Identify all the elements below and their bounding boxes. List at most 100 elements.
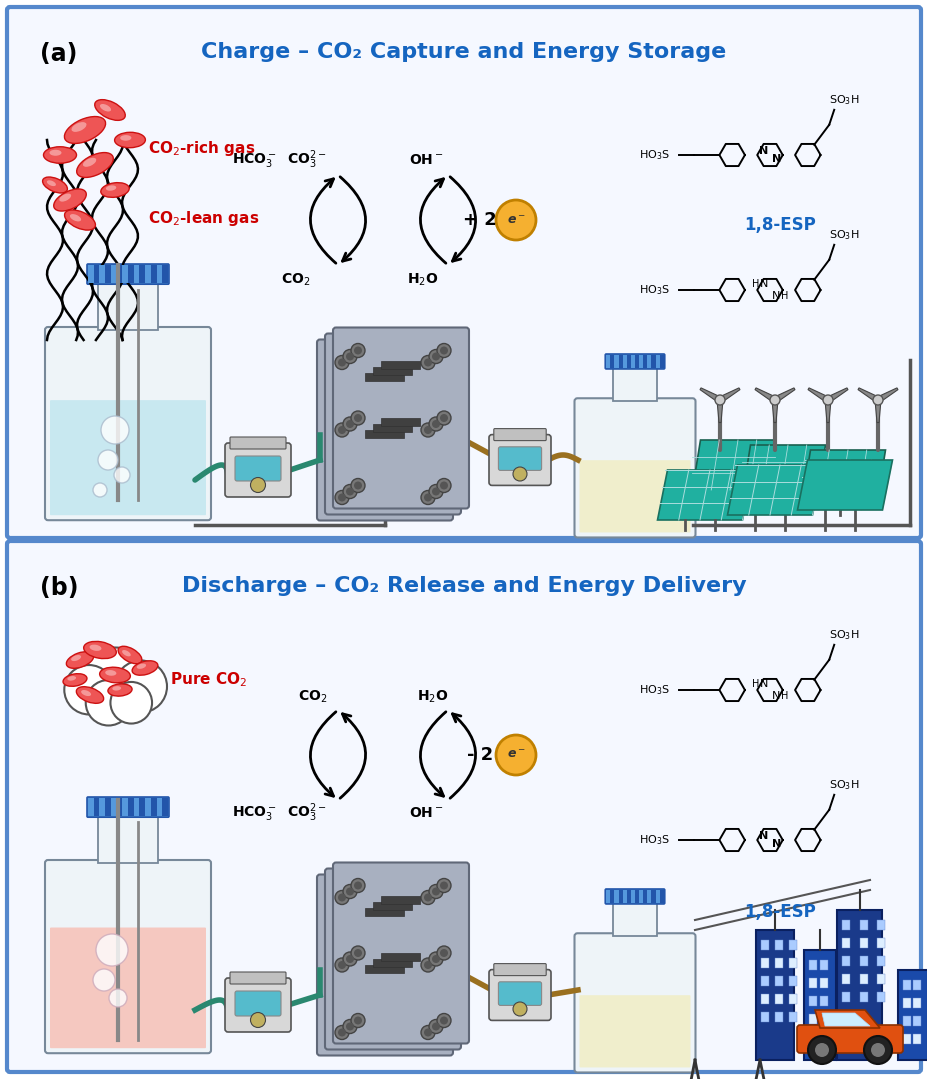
Circle shape <box>108 989 127 1007</box>
Ellipse shape <box>112 686 121 691</box>
FancyArrowPatch shape <box>420 179 445 263</box>
Bar <box>654 890 659 903</box>
Bar <box>151 265 157 283</box>
Polygon shape <box>874 400 880 423</box>
Polygon shape <box>796 460 892 510</box>
Circle shape <box>432 888 439 896</box>
FancyArrowPatch shape <box>340 714 365 798</box>
Text: OH$^-$: OH$^-$ <box>408 806 443 820</box>
Circle shape <box>110 682 152 724</box>
Circle shape <box>807 1036 835 1064</box>
Circle shape <box>353 882 362 889</box>
Bar <box>819 996 827 1006</box>
Bar <box>774 940 782 950</box>
Ellipse shape <box>81 691 91 696</box>
FancyBboxPatch shape <box>235 456 281 481</box>
Circle shape <box>428 416 442 431</box>
Ellipse shape <box>99 105 111 111</box>
Circle shape <box>437 946 451 960</box>
Bar <box>99 265 105 283</box>
Ellipse shape <box>94 101 126 119</box>
Circle shape <box>863 1036 891 1064</box>
Circle shape <box>439 950 448 957</box>
Bar <box>373 901 413 910</box>
Bar <box>94 265 99 283</box>
Text: e$^-$: e$^-$ <box>506 749 525 762</box>
Circle shape <box>428 1020 442 1034</box>
Circle shape <box>428 952 442 966</box>
Circle shape <box>353 1016 362 1024</box>
FancyBboxPatch shape <box>7 541 920 1073</box>
Ellipse shape <box>108 684 132 696</box>
Bar <box>647 355 651 368</box>
Circle shape <box>870 1043 884 1057</box>
Text: (a): (a) <box>40 42 77 66</box>
Bar <box>634 890 639 903</box>
Circle shape <box>432 353 439 360</box>
Bar <box>634 355 639 368</box>
Circle shape <box>95 934 128 966</box>
Ellipse shape <box>53 191 87 209</box>
Text: 1,8-ESP: 1,8-ESP <box>743 903 815 921</box>
Text: 1,8-ESP: 1,8-ESP <box>743 216 815 234</box>
Ellipse shape <box>99 667 130 683</box>
Circle shape <box>353 346 362 355</box>
Circle shape <box>424 1028 432 1037</box>
Bar <box>788 976 796 986</box>
Polygon shape <box>692 440 775 490</box>
Bar <box>760 976 768 986</box>
Bar <box>128 265 133 283</box>
Text: CO$_2$-lean gas: CO$_2$-lean gas <box>147 208 259 228</box>
Bar <box>912 998 920 1008</box>
Bar <box>642 890 647 903</box>
Text: N: N <box>771 692 780 701</box>
FancyBboxPatch shape <box>87 264 169 284</box>
Bar <box>859 974 867 984</box>
Bar <box>122 798 128 816</box>
Ellipse shape <box>71 123 87 131</box>
Bar <box>788 958 796 968</box>
Circle shape <box>437 478 451 492</box>
Bar <box>381 896 420 903</box>
FancyBboxPatch shape <box>224 443 291 497</box>
Polygon shape <box>773 387 794 402</box>
Bar <box>99 798 105 816</box>
Bar <box>897 970 927 1060</box>
Circle shape <box>350 478 364 492</box>
Circle shape <box>437 1013 451 1027</box>
FancyBboxPatch shape <box>498 447 541 470</box>
Bar <box>819 960 827 970</box>
Circle shape <box>437 343 451 357</box>
Ellipse shape <box>136 664 146 669</box>
Ellipse shape <box>42 178 68 192</box>
Bar <box>605 890 610 903</box>
Bar <box>842 938 849 948</box>
Bar <box>139 265 145 283</box>
Ellipse shape <box>70 215 82 221</box>
Bar <box>902 1034 910 1044</box>
Circle shape <box>350 411 364 425</box>
Bar <box>139 798 145 816</box>
Text: HO$_3$S: HO$_3$S <box>638 148 669 162</box>
Circle shape <box>343 1020 357 1034</box>
FancyArrowPatch shape <box>450 714 476 798</box>
Text: N: N <box>771 154 781 164</box>
Ellipse shape <box>115 132 145 148</box>
Ellipse shape <box>76 686 104 704</box>
Ellipse shape <box>68 677 76 681</box>
Bar <box>808 1014 816 1024</box>
Circle shape <box>439 481 448 490</box>
Bar <box>902 1016 910 1026</box>
Text: HCO$_3^-$  CO$_3^{2-}$: HCO$_3^-$ CO$_3^{2-}$ <box>233 149 327 172</box>
Circle shape <box>822 395 832 405</box>
Bar <box>788 940 796 950</box>
Circle shape <box>335 958 349 972</box>
Bar <box>105 798 110 816</box>
FancyBboxPatch shape <box>604 354 664 369</box>
Bar <box>760 958 768 968</box>
FancyArrowPatch shape <box>450 177 476 261</box>
Polygon shape <box>807 387 829 402</box>
Circle shape <box>346 1023 353 1030</box>
FancyBboxPatch shape <box>317 874 452 1055</box>
Circle shape <box>350 343 364 357</box>
